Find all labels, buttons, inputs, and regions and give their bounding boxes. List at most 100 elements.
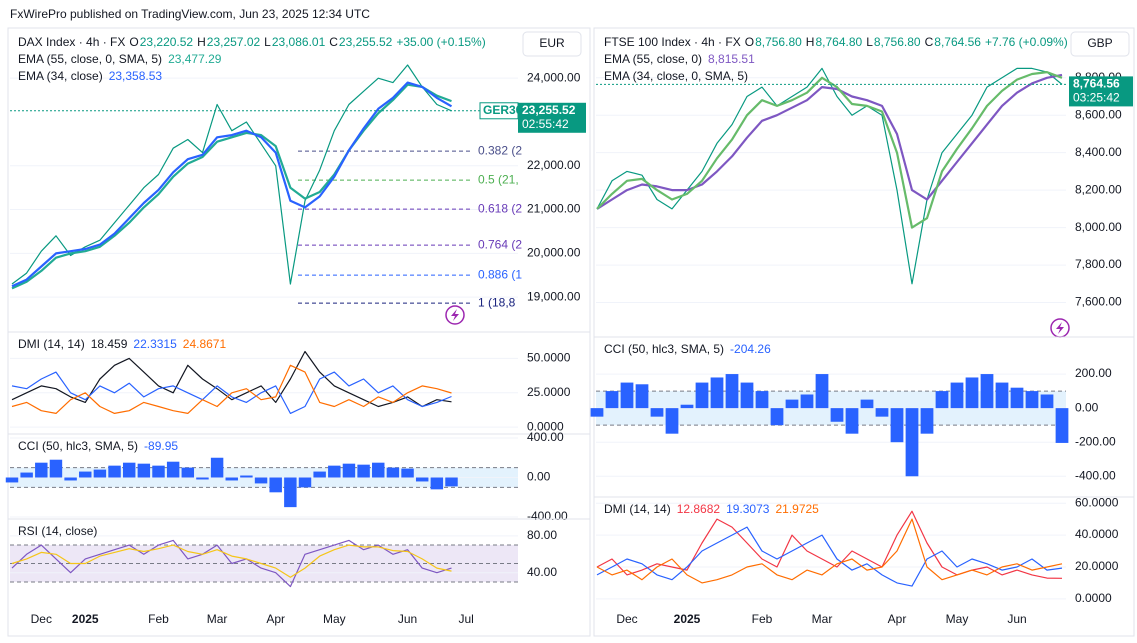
bar: [1025, 391, 1039, 409]
line-series: [11, 350, 452, 408]
bar: [905, 408, 919, 477]
ohlc-key: H: [806, 35, 815, 49]
y-tick-label: 0.0000: [1075, 591, 1112, 605]
bar: [137, 463, 151, 478]
y-tick-label: 21,000.00: [527, 202, 581, 216]
currency-button[interactable]: [522, 31, 582, 57]
x-tick-label: Jul: [458, 612, 473, 626]
legend-value: 23,477.29: [168, 52, 222, 66]
price-tag: [518, 102, 586, 133]
y-tick-label: -400.00: [527, 509, 568, 523]
bar: [64, 477, 77, 481]
bar: [815, 374, 829, 409]
x-tick-label: 2025: [674, 612, 701, 626]
panel-title: CCI (50, hlc3, SMA, 5): [604, 342, 724, 356]
price-tag: [1069, 76, 1133, 107]
bar: [254, 477, 268, 484]
y-tick-label: 7,600.00: [1075, 295, 1122, 309]
right-frame: [593, 27, 1135, 637]
x-tick-label: Dec: [616, 612, 637, 626]
x-tick-label: Feb: [752, 612, 773, 626]
line-series: [11, 81, 453, 288]
lightning-icon: [445, 305, 465, 325]
line-series: [596, 510, 1063, 579]
y-tick-label: 400.00: [527, 430, 564, 444]
x-tick-label: May: [946, 612, 969, 626]
y-tick-label: 200.00: [1075, 366, 1112, 380]
fib-label: 0.5 (21,: [478, 172, 519, 186]
line-series: [11, 539, 452, 588]
bar: [650, 408, 664, 417]
bar: [1055, 408, 1069, 443]
bar: [590, 408, 604, 417]
y-tick-label: 80.00: [527, 528, 557, 542]
bar: [950, 382, 964, 409]
y-tick-label: 40.00: [527, 565, 557, 579]
ohlc-key: L: [264, 35, 271, 49]
legend-name: EMA (34, close, 0, SMA, 5): [604, 69, 748, 83]
bar: [357, 464, 370, 478]
panel-value: 24.8671: [183, 337, 227, 351]
y-tick-label: -400.00: [1075, 468, 1116, 482]
line-series: [11, 83, 452, 290]
bar: [415, 477, 429, 482]
bar: [665, 408, 679, 434]
bar: [284, 477, 297, 508]
bar: [830, 408, 844, 422]
line-series: [596, 73, 1063, 210]
panel-value: 18.459: [91, 337, 128, 351]
change-label: +35.00 (+0.15%): [396, 35, 485, 49]
bar: [740, 382, 754, 409]
panel-title: DMI (14, 14): [604, 502, 671, 516]
ohlc-value: 23,255.52: [339, 35, 393, 49]
bar: [725, 374, 739, 409]
fib-label: 0.382 (2: [478, 143, 522, 157]
bar: [1010, 387, 1024, 409]
bar: [710, 377, 724, 409]
line-series: [596, 518, 1063, 584]
line-series: [11, 371, 452, 414]
legend-name: EMA (34, close): [18, 69, 103, 83]
currency-button[interactable]: [1070, 31, 1130, 57]
ohlc-key: L: [866, 35, 873, 49]
bar: [166, 461, 180, 478]
countdown-label: 02:55:42: [522, 117, 569, 131]
currency-label: EUR: [539, 36, 565, 50]
y-tick-label: 40.0000: [1075, 527, 1119, 541]
bar: [800, 394, 814, 409]
ohlc-value: 8,756.80: [755, 35, 802, 49]
panel-title: RSI (14, close): [18, 524, 97, 538]
panel-value: -89.95: [144, 439, 178, 453]
x-tick-label: Mar: [207, 612, 228, 626]
y-tick-label: 25.0000: [527, 385, 571, 399]
x-tick-label: Feb: [148, 612, 169, 626]
line-series: [11, 544, 452, 578]
y-tick-label: 0.00: [1075, 400, 1099, 414]
fib-label: 1 (18,8: [478, 295, 516, 309]
panel-value: -204.26: [730, 342, 771, 356]
bar: [680, 404, 694, 409]
panel-value: 19.3073: [726, 502, 770, 516]
bar: [620, 382, 634, 409]
bar: [920, 408, 934, 434]
bar: [152, 465, 165, 478]
panel-value: 21.9725: [775, 502, 819, 516]
bar: [328, 465, 341, 478]
fib-label: 0.886 (1: [478, 267, 522, 281]
y-tick-label: 24,000.00: [527, 70, 581, 84]
bar: [965, 377, 979, 409]
y-tick-label: -200.00: [1075, 434, 1116, 448]
y-tick-label: 8,400.00: [1075, 145, 1122, 159]
bar: [635, 384, 649, 409]
fib-label: 0.618 (2: [478, 201, 522, 215]
bar: [386, 467, 400, 478]
bar: [845, 408, 859, 434]
bar: [240, 475, 253, 478]
x-tick-label: Dec: [31, 612, 52, 626]
bar: [35, 462, 48, 478]
x-tick-label: Apr: [266, 612, 285, 626]
legend-value: 8,815.51: [708, 52, 755, 66]
y-tick-label: 20.0000: [1075, 559, 1119, 573]
price-tag-label: 23,255.52: [522, 103, 576, 117]
